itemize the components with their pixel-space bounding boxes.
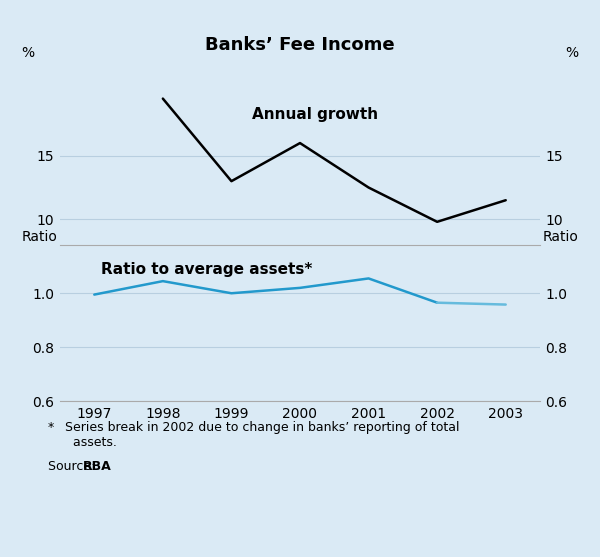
Text: Ratio to average assets*: Ratio to average assets* [101,262,313,277]
Text: Annual growth: Annual growth [252,108,378,123]
Text: Ratio: Ratio [22,230,58,244]
Text: Banks’ Fee Income: Banks’ Fee Income [205,36,395,54]
Text: Source:: Source: [48,460,100,472]
Text: *: * [48,421,54,433]
Text: %: % [565,46,578,60]
Text: RBA: RBA [83,460,112,472]
Text: %: % [22,46,35,60]
Text: Series break in 2002 due to change in banks’ reporting of total
    assets.: Series break in 2002 due to change in ba… [57,421,460,448]
Text: Ratio: Ratio [542,230,578,244]
